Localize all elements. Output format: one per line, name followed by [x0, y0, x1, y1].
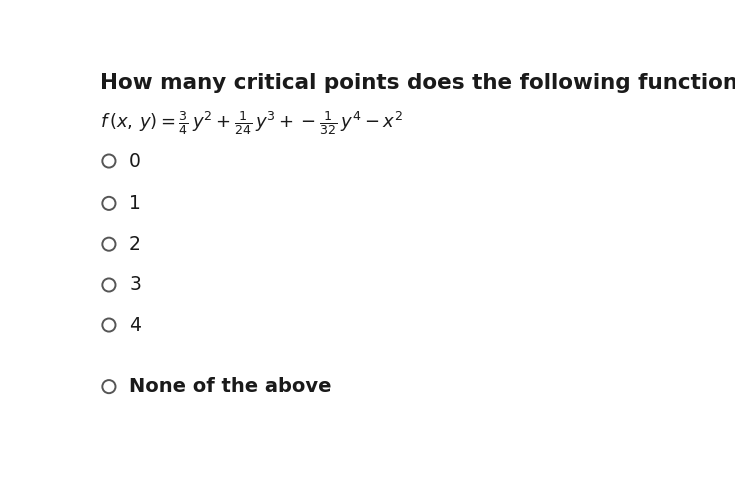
- Text: 4: 4: [129, 316, 141, 335]
- Text: 2: 2: [129, 235, 141, 254]
- Text: 1: 1: [129, 194, 141, 213]
- Text: 3: 3: [129, 276, 141, 295]
- Text: None of the above: None of the above: [129, 377, 331, 396]
- Text: 0: 0: [129, 151, 141, 171]
- Text: $f\,(x,\,y) = \frac{3}{4}\,y^2 + \frac{1}{24}\,y^3 + -\frac{1}{32}\,y^4 - x^2$: $f\,(x,\,y) = \frac{3}{4}\,y^2 + \frac{1…: [100, 109, 403, 137]
- Text: How many critical points does the following function have?: How many critical points does the follow…: [100, 73, 735, 93]
